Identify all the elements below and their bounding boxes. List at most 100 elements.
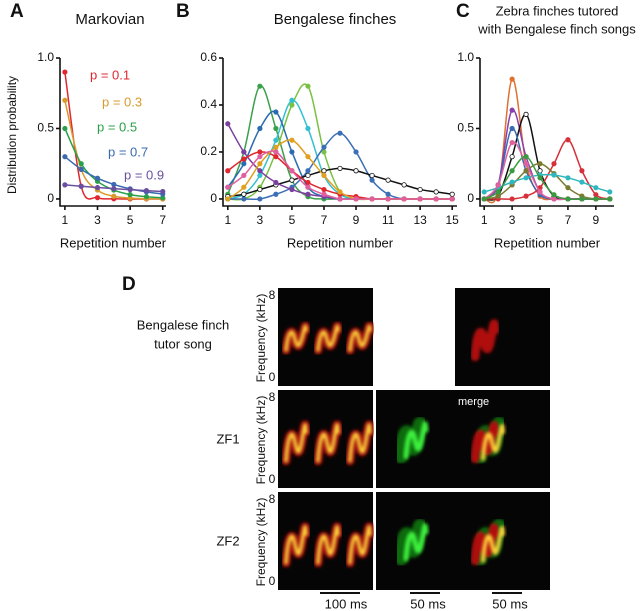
syllable xyxy=(348,324,372,352)
x-tick-label: 7 xyxy=(321,213,328,227)
data-point xyxy=(273,191,279,197)
syllable xyxy=(481,525,505,563)
x-axis-label: Repetition number xyxy=(60,235,167,250)
x-tick-label: 15 xyxy=(446,213,460,227)
row-label: Bengalese finch xyxy=(137,317,230,332)
syllable xyxy=(470,523,500,566)
x-tick-label: 3 xyxy=(509,213,516,227)
y-tick-label: 0.5 xyxy=(37,121,54,135)
spectrogram xyxy=(278,492,375,590)
data-point xyxy=(579,196,585,202)
data-point xyxy=(509,107,515,113)
data-point xyxy=(225,121,231,127)
data-point xyxy=(523,161,529,167)
chart-title: Markovian xyxy=(75,11,144,28)
syllable xyxy=(394,518,428,566)
data-point xyxy=(321,191,327,197)
data-point xyxy=(241,196,247,202)
syllable xyxy=(348,525,372,565)
spectrogram xyxy=(455,492,550,590)
data-point xyxy=(305,184,311,190)
axis-line xyxy=(222,58,457,207)
data-point xyxy=(273,179,279,186)
spectrogram xyxy=(278,288,375,386)
data-point xyxy=(537,161,543,167)
y-tick-label: 0.6 xyxy=(200,50,217,64)
data-point xyxy=(257,149,263,155)
data-point xyxy=(417,196,423,202)
row-label: ZF2 xyxy=(216,533,239,548)
data-point xyxy=(62,182,68,188)
data-point xyxy=(289,97,295,103)
data-point xyxy=(257,186,263,193)
data-point xyxy=(337,165,343,172)
data-point xyxy=(305,154,311,160)
data-point xyxy=(369,177,375,183)
freq-bottom: 0 xyxy=(269,574,276,588)
spectrogram xyxy=(455,288,550,386)
axis-line xyxy=(479,58,614,207)
row-label: ZF1 xyxy=(216,431,239,446)
freq-bottom: 0 xyxy=(269,472,276,486)
data-point xyxy=(257,83,263,89)
syllable xyxy=(316,525,340,565)
data-point xyxy=(551,172,557,178)
data-point xyxy=(273,149,279,155)
data-point xyxy=(289,137,295,143)
spectrogram xyxy=(455,390,550,488)
data-point xyxy=(111,181,117,188)
merge-label: merge xyxy=(458,396,489,408)
x-tick-label: 7 xyxy=(565,213,572,227)
series-line xyxy=(483,155,610,201)
syllable xyxy=(470,319,500,362)
data-point xyxy=(127,187,133,193)
x-tick-label: 5 xyxy=(537,213,544,227)
data-point xyxy=(305,172,311,179)
data-point xyxy=(289,149,295,155)
data-point xyxy=(523,193,529,199)
data-point xyxy=(78,166,84,172)
data-point xyxy=(537,175,543,181)
series-line xyxy=(484,162,610,200)
data-point xyxy=(509,154,515,160)
data-point xyxy=(593,185,599,191)
data-point xyxy=(565,196,571,202)
data-point xyxy=(565,137,571,143)
data-point xyxy=(385,177,391,183)
syllable xyxy=(284,423,308,463)
data-point xyxy=(481,196,487,202)
data-point xyxy=(593,192,599,198)
data-point xyxy=(305,83,311,89)
data-point xyxy=(565,175,571,181)
syllable xyxy=(284,324,308,352)
series-line xyxy=(227,83,453,201)
data-point xyxy=(607,189,613,195)
data-point xyxy=(289,102,295,108)
x-tick-label: 9 xyxy=(593,213,600,227)
syllable xyxy=(403,421,429,460)
data-point xyxy=(257,172,263,179)
data-point xyxy=(321,172,327,179)
data-point xyxy=(273,137,279,143)
data-point xyxy=(257,154,263,160)
data-point xyxy=(551,192,557,198)
freq-axis-label: Frequency (kHz) xyxy=(254,498,268,587)
data-point xyxy=(337,130,343,136)
data-point xyxy=(289,168,295,174)
data-point xyxy=(509,125,515,132)
x-tick-label: 5 xyxy=(289,213,296,227)
y-tick-label: 0.4 xyxy=(200,97,217,111)
row-label: tutor song xyxy=(154,336,212,351)
data-point xyxy=(78,161,84,167)
data-point xyxy=(607,196,613,202)
data-point xyxy=(273,125,279,132)
syllable xyxy=(284,525,308,565)
y-tick-label: 0.2 xyxy=(200,144,217,158)
x-tick-label: 13 xyxy=(413,213,427,227)
syllable xyxy=(403,523,429,562)
x-axis-label: Repetition number xyxy=(494,235,601,250)
data-point xyxy=(401,196,407,202)
data-point xyxy=(523,168,529,174)
spectrogram xyxy=(278,390,375,488)
